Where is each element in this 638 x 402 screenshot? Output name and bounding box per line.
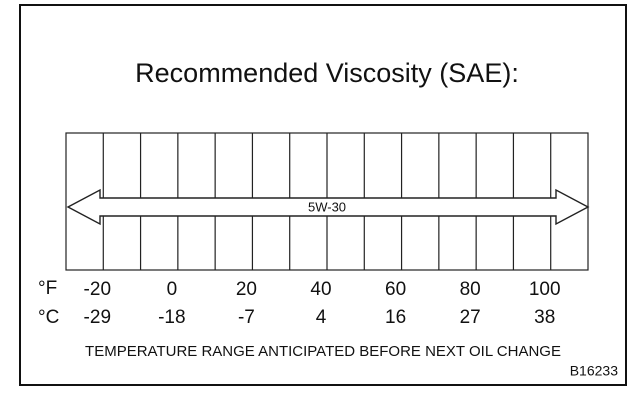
fahrenheit-label: 40 [310, 279, 331, 300]
celsius-label: 4 [316, 307, 327, 328]
fahrenheit-unit: °F [38, 278, 57, 299]
celsius-label: -29 [84, 307, 111, 328]
fahrenheit-label: 60 [385, 279, 406, 300]
title: Recommended Viscosity (SAE): [135, 58, 519, 88]
fahrenheit-label: -20 [84, 279, 111, 300]
grade-label: 5W-30 [308, 199, 346, 214]
fahrenheit-label: 0 [167, 279, 178, 300]
frame [19, 4, 627, 386]
figure-code: B16233 [570, 363, 618, 379]
fahrenheit-label: 20 [236, 279, 257, 300]
range-arrow [66, 188, 590, 226]
celsius-label: -7 [238, 307, 255, 328]
celsius-label: 16 [385, 307, 406, 328]
caption: TEMPERATURE RANGE ANTICIPATED BEFORE NEX… [85, 343, 561, 360]
fahrenheit-label: 100 [529, 279, 561, 300]
celsius-unit: °C [38, 307, 59, 328]
celsius-label: -18 [158, 307, 185, 328]
fahrenheit-label: 80 [460, 279, 481, 300]
celsius-label: 38 [534, 307, 555, 328]
celsius-label: 27 [460, 307, 481, 328]
